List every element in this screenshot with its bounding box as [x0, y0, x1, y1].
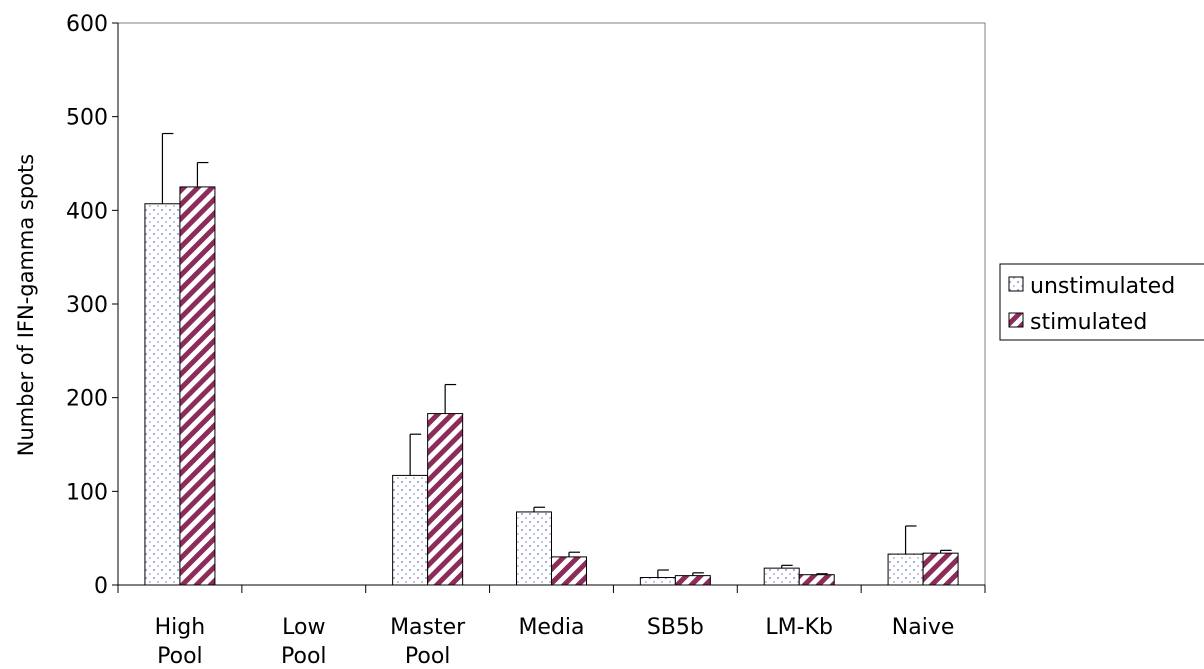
y-tick-label: 500 [66, 106, 108, 131]
y-tick-label: 200 [66, 387, 108, 412]
bar-stimulated [427, 413, 464, 586]
plot-area [117, 22, 986, 586]
error-bars [161, 132, 952, 578]
bar-unstimulated [144, 203, 181, 586]
bar-unstimulated [639, 577, 676, 586]
x-category-label: Master [390, 615, 466, 640]
y-tick-label: 600 [66, 12, 108, 37]
x-category-label: Pool [157, 644, 203, 669]
x-category-label: Low [282, 615, 325, 640]
legend-swatch-unstimulated [1008, 276, 1024, 292]
bar-unstimulated [516, 511, 552, 586]
x-category-label: Media [518, 615, 584, 640]
legend-box [999, 263, 1204, 341]
legend-label-unstimulated: unstimulated [1030, 274, 1175, 299]
y-tick-label: 300 [66, 293, 108, 318]
x-category-label: Pool [405, 644, 451, 669]
x-category-label: Naive [892, 615, 955, 640]
x-axis: High Pool Low Pool Master Pool Media SB5b LM-Kb N… [117, 584, 986, 669]
x-category-label: SB5b [647, 615, 704, 640]
bar-stimulated [179, 186, 216, 586]
bar-stimulated [551, 556, 587, 586]
bar-unstimulated [763, 567, 800, 586]
y-tick-label: 0 [94, 574, 108, 599]
x-category-label: LM-Kb [765, 615, 833, 640]
plot-border [117, 22, 986, 586]
y-axis: 0 100 200 300 400 500 600 [66, 12, 119, 599]
y-tick-label: 100 [66, 480, 108, 505]
bar-unstimulated [887, 553, 924, 586]
bar-stimulated [922, 552, 959, 586]
legend: unstimulated stimulated [999, 263, 1204, 341]
bar-stimulated [798, 574, 835, 586]
bar-unstimulated [392, 474, 429, 586]
x-category-label: Pool [281, 644, 327, 669]
y-tick-label: 400 [66, 199, 108, 224]
bar-stimulated [674, 575, 711, 586]
legend-label-stimulated: stimulated [1030, 310, 1147, 335]
legend-swatch-stimulated [1008, 312, 1024, 328]
bars [144, 186, 959, 586]
x-category-label: High [155, 615, 206, 640]
y-axis-title: Number of IFN-gamma spots [14, 154, 38, 456]
